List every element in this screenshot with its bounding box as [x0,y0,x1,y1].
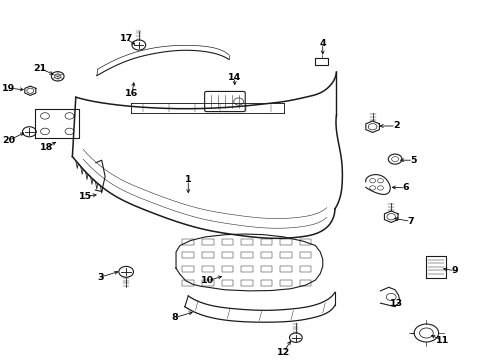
Text: 2: 2 [392,122,399,130]
Text: 5: 5 [409,156,416,165]
Bar [299,280,311,285]
Text: 8: 8 [171,313,178,322]
Text: 19: 19 [2,84,16,93]
Text: 12: 12 [276,348,290,356]
Bar [221,252,233,258]
Text: 1: 1 [184,175,191,184]
Bar [182,252,194,258]
Bar [182,280,194,285]
Bar [202,280,213,285]
Bar [241,239,252,244]
Bar [260,266,272,272]
Bar [202,252,213,258]
Bar [299,239,311,244]
Text: 15: 15 [79,192,92,201]
Bar [260,252,272,258]
Text: 17: 17 [119,34,133,43]
Bar [260,280,272,285]
Text: 13: 13 [389,299,402,307]
Bar [221,266,233,272]
Bar [221,239,233,244]
Text: 9: 9 [450,266,457,275]
Bar [280,252,291,258]
Text: 14: 14 [227,73,241,82]
Text: 3: 3 [97,273,103,282]
Bar [202,266,213,272]
Text: 7: 7 [407,217,413,226]
Text: 18: 18 [40,143,53,152]
Bar [280,239,291,244]
Text: 6: 6 [402,184,408,192]
Bar [260,239,272,244]
Bar [315,58,327,65]
Bar [182,266,194,272]
Text: 21: 21 [33,64,47,73]
Text: 16: 16 [125,89,139,98]
Bar [299,252,311,258]
Text: 20: 20 [2,136,15,145]
Bar [299,266,311,272]
Text: 4: 4 [319,39,325,48]
Bar [182,239,194,244]
Bar [241,252,252,258]
Bar [241,280,252,285]
Text: 10: 10 [201,276,214,285]
Text: 11: 11 [435,336,448,345]
Bar [221,280,233,285]
Bar [202,239,213,244]
Bar [280,266,291,272]
Bar [280,280,291,285]
Bar [241,266,252,272]
